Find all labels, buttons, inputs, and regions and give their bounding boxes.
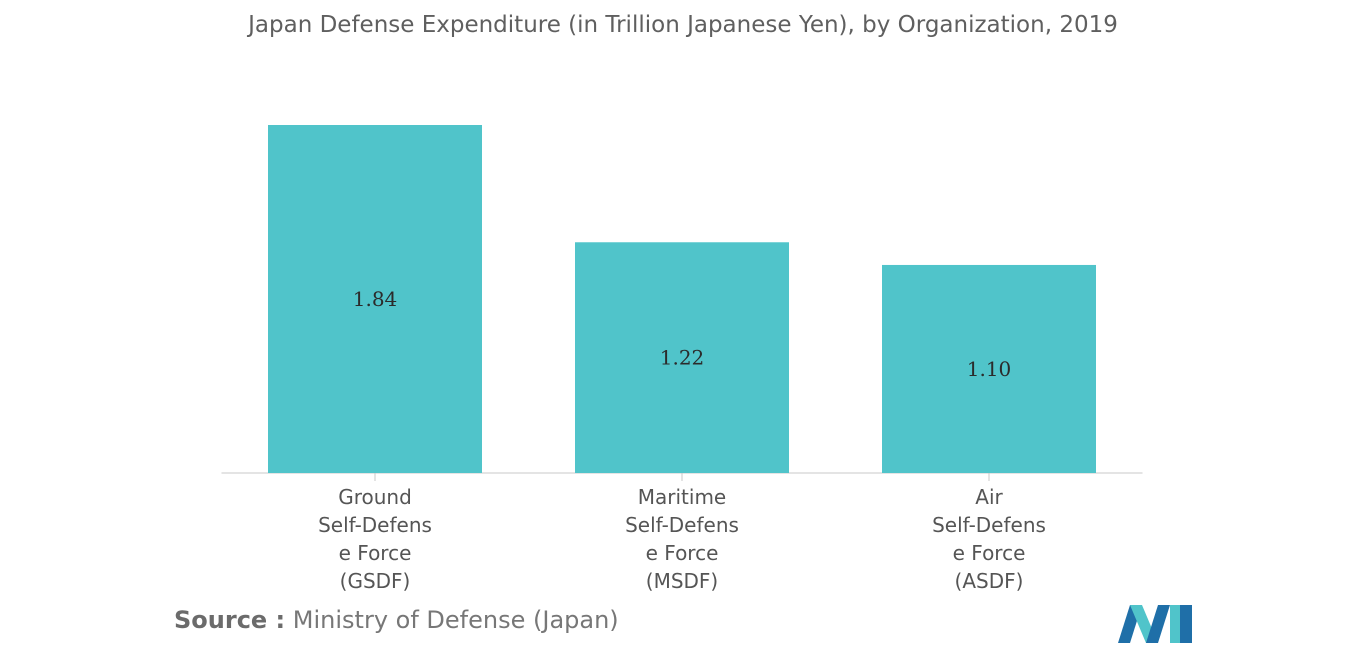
x-tick-label: Maritime Self-Defens e Force (MSDF)	[625, 485, 739, 593]
source-prefix: Source :	[174, 606, 286, 634]
mordor-intelligence-logo-icon	[1118, 605, 1192, 643]
source-note: Source : Ministry of Defense (Japan)	[174, 606, 619, 634]
x-tick-label-line: Ground	[338, 485, 412, 509]
x-tick-label-line: Self-Defens	[318, 513, 432, 537]
x-tick-label-line: (GSDF)	[340, 569, 411, 593]
bar	[575, 242, 789, 473]
x-tick-label-line: Air	[975, 485, 1003, 509]
data-label: 1.10	[967, 357, 1012, 381]
x-tick-label-line: Maritime	[638, 485, 726, 509]
chart-title: Japan Defense Expenditure (in Trillion J…	[248, 12, 1118, 38]
x-tick-label-line: (MSDF)	[646, 569, 718, 593]
bar	[268, 125, 482, 473]
x-tick-label-line: e Force	[953, 541, 1026, 565]
data-label: 1.84	[353, 287, 398, 311]
x-tick-label-line: (ASDF)	[955, 569, 1024, 593]
source-text: Ministry of Defense (Japan)	[292, 606, 619, 634]
data-label: 1.22	[660, 346, 705, 370]
x-tick-label-line: Self-Defens	[625, 513, 739, 537]
x-tick-label-line: e Force	[646, 541, 719, 565]
x-tick-label: Ground Self-Defens e Force (GSDF)	[318, 485, 432, 593]
x-tick-label-line: Self-Defens	[932, 513, 1046, 537]
x-tick-label-line: e Force	[339, 541, 412, 565]
bar	[882, 264, 1096, 473]
x-tick-label: Air Self-Defens e Force (ASDF)	[932, 485, 1046, 593]
